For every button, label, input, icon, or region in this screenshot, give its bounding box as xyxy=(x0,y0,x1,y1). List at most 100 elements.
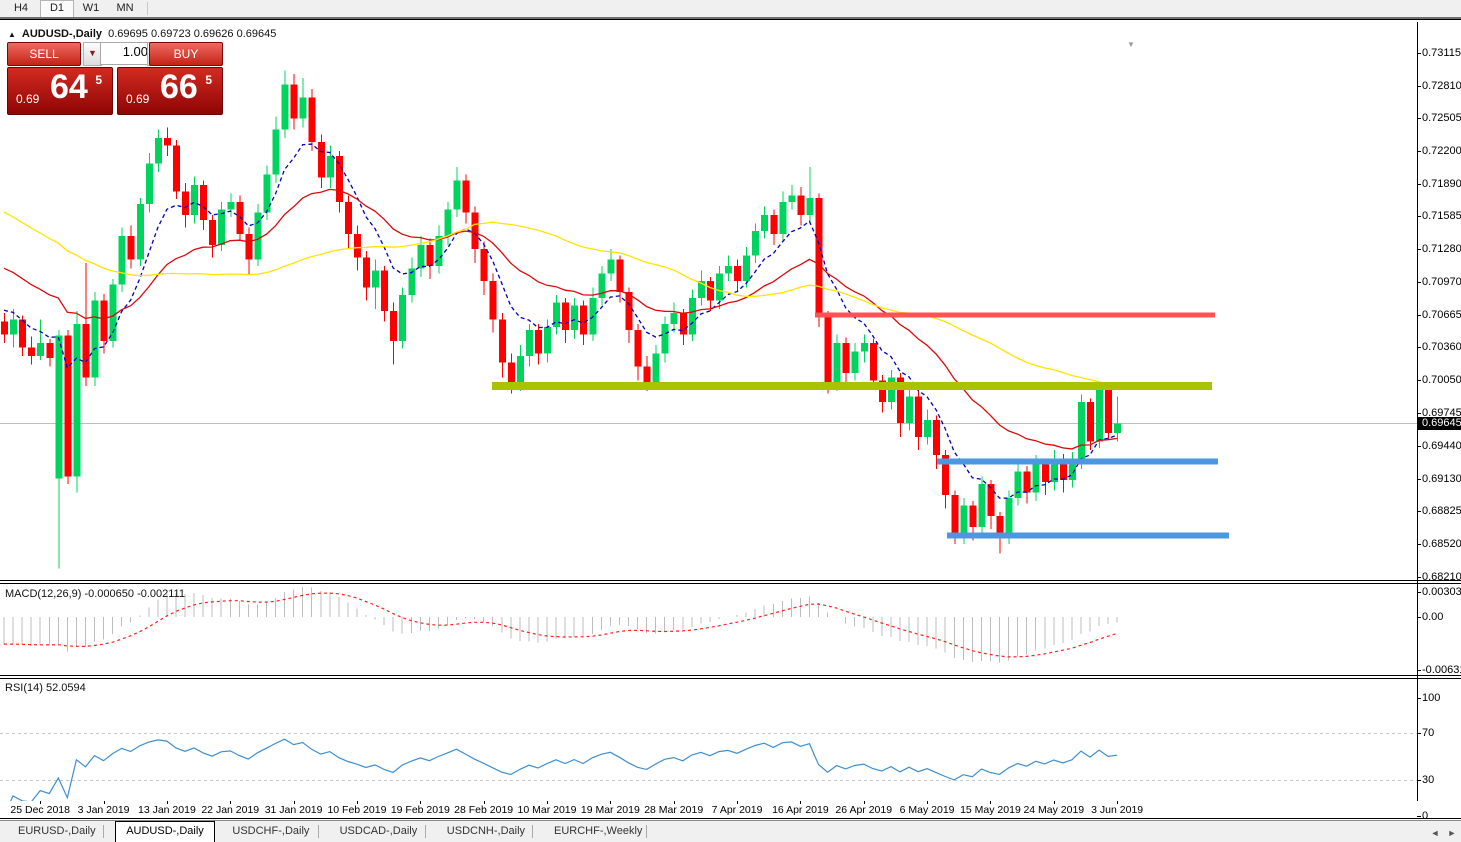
time-tick xyxy=(927,801,929,804)
rsi-scale-label: 0 xyxy=(1422,810,1429,822)
scale-tick xyxy=(1417,118,1421,119)
chart-ohlc-quotes: 0.69695 0.69723 0.69626 0.69645 xyxy=(108,28,277,40)
price-scale-border[interactable] xyxy=(1417,22,1418,801)
time-tick xyxy=(1117,801,1119,804)
panel-separator[interactable] xyxy=(0,580,1461,581)
tab-usdcad-daily[interactable]: USDCAD-,Daily xyxy=(339,825,418,837)
timeframe-toolbar: H4 D1 W1 MN xyxy=(0,0,1461,18)
scale-tick xyxy=(1417,780,1421,781)
time-axis-label: 19 Feb 2019 xyxy=(390,804,450,816)
time-axis-label: 15 May 2019 xyxy=(960,804,1021,816)
panel-separator[interactable] xyxy=(0,675,1461,676)
scale-tick xyxy=(1417,511,1421,512)
chart-window: ▲ AUDUSD-,Daily 0.69695 0.69723 0.69626 0… xyxy=(0,19,1461,822)
chart-tab-bar: EURUSD-,Daily AUDUSD-,Daily USDCHF-,Dail… xyxy=(0,820,1461,842)
tab-usdchf-daily[interactable]: USDCHF-,Daily xyxy=(232,825,310,837)
scale-tick xyxy=(1417,347,1421,348)
toolbar-separator xyxy=(147,2,148,15)
scale-tick xyxy=(1417,816,1421,817)
scale-tick xyxy=(1417,446,1421,447)
macd-scale-label: 0.00 xyxy=(1422,611,1444,623)
price-scale-label: 0.68825 xyxy=(1422,505,1461,517)
price-scale-label: 0.70970 xyxy=(1422,276,1461,288)
time-tick xyxy=(420,801,422,804)
scale-tick xyxy=(1417,592,1421,593)
time-tick xyxy=(1053,801,1055,804)
volume-input[interactable]: 1.00 xyxy=(100,42,153,65)
tab-scroll-left-icon[interactable]: ◄ xyxy=(1430,828,1440,838)
scale-tick xyxy=(1417,53,1421,54)
time-axis-label: 25 Dec 2018 xyxy=(10,804,70,816)
time-tick xyxy=(230,801,232,804)
scale-tick xyxy=(1417,380,1421,381)
tab-separator xyxy=(645,825,647,838)
time-axis-label: 3 Jan 2019 xyxy=(77,804,130,816)
time-axis-label: 31 Jan 2019 xyxy=(264,804,323,816)
time-axis-label: 6 May 2019 xyxy=(899,804,955,816)
price-scale-label: 0.69745 xyxy=(1422,407,1461,419)
sell-price-button[interactable]: 0.69 64 5 xyxy=(7,67,113,115)
candlestick-chart[interactable] xyxy=(0,41,1417,580)
price-scale-label: 0.71280 xyxy=(1422,243,1461,255)
sell-button[interactable]: SELL xyxy=(7,42,81,66)
rsi-label: RSI(14) 52.0594 xyxy=(5,682,86,694)
price-scale-label: 0.71890 xyxy=(1422,178,1461,190)
price-scale-label: 0.72505 xyxy=(1422,112,1461,124)
tab-eurchf-weekly[interactable]: EURCHF-,Weekly xyxy=(554,825,643,837)
timeframe-button-h4[interactable]: H4 xyxy=(13,2,29,14)
scale-tick xyxy=(1417,698,1421,699)
time-axis-label: 7 Apr 2019 xyxy=(711,804,763,816)
macd-scale-label: 0.003035 xyxy=(1422,586,1461,598)
macd-scale-label: -0.006311 xyxy=(1422,664,1461,676)
buy-price-button[interactable]: 0.69 66 5 xyxy=(117,67,223,115)
macd-indicator-chart[interactable] xyxy=(0,584,1417,675)
scale-tick xyxy=(1417,577,1421,578)
tab-separator xyxy=(424,825,426,838)
scale-tick xyxy=(1417,544,1421,545)
sell-price-pip: 5 xyxy=(95,73,102,87)
time-axis-label: 3 Jun 2019 xyxy=(1091,804,1144,816)
buy-price-pip: 5 xyxy=(205,73,212,87)
rsi-scale-label: 70 xyxy=(1422,727,1435,739)
time-tick xyxy=(800,801,802,804)
time-axis-label: 19 Mar 2019 xyxy=(580,804,640,816)
collapse-panel-icon[interactable]: ▲ xyxy=(8,30,16,39)
buy-price-prefix: 0.69 xyxy=(126,92,150,106)
tab-usdcnh-daily[interactable]: USDCNH-,Daily xyxy=(446,825,526,837)
panel-separator xyxy=(0,583,1461,584)
time-tick xyxy=(863,801,865,804)
chart-title: ▲ AUDUSD-,Daily 0.69695 0.69723 0.69626 0… xyxy=(8,28,276,40)
tab-scroll-right-icon[interactable]: ► xyxy=(1447,828,1457,838)
timeframe-button-d1[interactable]: D1 xyxy=(40,0,74,18)
tab-separator xyxy=(532,825,533,838)
time-tick xyxy=(356,801,358,804)
buy-button[interactable]: BUY xyxy=(149,42,223,66)
price-scale-label: 0.68520 xyxy=(1422,538,1461,550)
tab-audusd-daily[interactable]: AUDUSD-,Daily xyxy=(115,821,215,842)
time-axis-label: 24 May 2019 xyxy=(1023,804,1085,816)
time-axis-label: 28 Feb 2019 xyxy=(454,804,514,816)
axis-separator xyxy=(0,818,1461,819)
time-tick xyxy=(990,801,992,804)
price-scale-label: 0.71585 xyxy=(1422,210,1461,222)
sell-price-prefix: 0.69 xyxy=(16,92,40,106)
time-axis[interactable]: 25 Dec 2018 3 Jan 2019 13 Jan 2019 22 Jan 2… xyxy=(0,801,1417,818)
timeframe-button-w1[interactable]: W1 xyxy=(82,2,100,14)
time-axis-label: 10 Feb 2019 xyxy=(327,804,387,816)
price-scale-label: 0.73115 xyxy=(1422,47,1461,59)
sell-price-main: 64 xyxy=(50,68,88,106)
tab-separator xyxy=(103,825,105,838)
panel-separator xyxy=(0,678,1461,679)
scale-tick xyxy=(1417,282,1421,283)
rsi-indicator-chart[interactable] xyxy=(0,678,1417,818)
time-tick xyxy=(673,801,675,804)
tab-eurusd-daily[interactable]: EURUSD-,Daily xyxy=(18,825,96,837)
scale-tick xyxy=(1417,413,1421,414)
timeframe-button-mn[interactable]: MN xyxy=(116,2,134,14)
rsi-scale-label: 30 xyxy=(1422,774,1435,786)
chart-shift-marker-icon[interactable]: ▼ xyxy=(1127,40,1135,49)
tab-separator xyxy=(317,825,319,838)
scale-tick xyxy=(1417,86,1421,87)
scale-tick xyxy=(1417,733,1421,734)
